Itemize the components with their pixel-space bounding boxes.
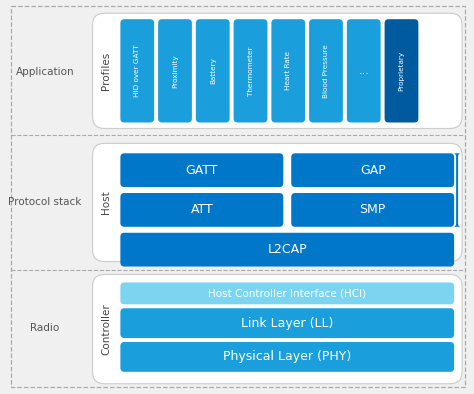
FancyBboxPatch shape	[92, 13, 462, 128]
Text: ...: ...	[358, 66, 369, 76]
Text: Radio: Radio	[30, 323, 60, 333]
Text: Profiles: Profiles	[101, 52, 111, 90]
FancyBboxPatch shape	[291, 193, 454, 227]
FancyBboxPatch shape	[453, 153, 461, 227]
Text: Host Controller Interface (HCI): Host Controller Interface (HCI)	[208, 288, 366, 298]
FancyBboxPatch shape	[384, 19, 419, 123]
Text: SMP: SMP	[360, 203, 386, 216]
Text: Thermometer: Thermometer	[247, 46, 254, 96]
Text: Proximity: Proximity	[172, 54, 178, 87]
FancyBboxPatch shape	[120, 193, 283, 227]
FancyBboxPatch shape	[120, 19, 154, 123]
Text: HID over GATT: HID over GATT	[134, 45, 140, 97]
FancyBboxPatch shape	[92, 275, 462, 384]
Text: Proprietary: Proprietary	[399, 51, 404, 91]
FancyBboxPatch shape	[120, 153, 283, 187]
FancyBboxPatch shape	[120, 282, 454, 304]
Text: Battery: Battery	[210, 58, 216, 84]
Text: Link Layer (LL): Link Layer (LL)	[241, 317, 333, 330]
FancyBboxPatch shape	[291, 153, 454, 187]
FancyBboxPatch shape	[120, 342, 454, 372]
Text: Host: Host	[101, 191, 111, 214]
Text: GATT: GATT	[186, 164, 218, 177]
FancyBboxPatch shape	[234, 19, 267, 123]
Text: Blood Pressure: Blood Pressure	[323, 44, 329, 98]
Text: GAP: GAP	[360, 164, 385, 177]
Text: Application: Application	[16, 67, 74, 77]
FancyBboxPatch shape	[309, 19, 343, 123]
FancyBboxPatch shape	[92, 143, 462, 262]
Text: Protocol stack: Protocol stack	[8, 197, 82, 208]
FancyBboxPatch shape	[271, 19, 305, 123]
FancyBboxPatch shape	[196, 19, 229, 123]
FancyBboxPatch shape	[347, 19, 381, 123]
Text: L2CAP: L2CAP	[267, 243, 307, 256]
Text: ATT: ATT	[191, 203, 213, 216]
FancyBboxPatch shape	[120, 233, 454, 266]
FancyBboxPatch shape	[158, 19, 192, 123]
FancyBboxPatch shape	[120, 308, 454, 338]
Text: Physical Layer (PHY): Physical Layer (PHY)	[223, 350, 351, 363]
Text: Controller: Controller	[101, 303, 111, 355]
Text: Heart Rate: Heart Rate	[285, 51, 291, 90]
